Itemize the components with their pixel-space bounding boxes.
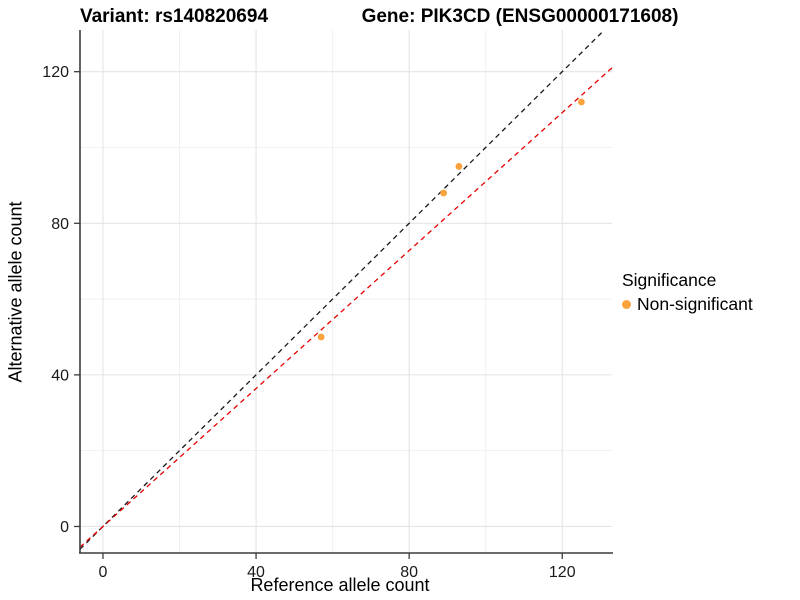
- reference-line-fit: [79, 67, 613, 548]
- data-point: [455, 163, 463, 170]
- data-point: [577, 98, 585, 106]
- x-tick-label: 40: [247, 564, 265, 581]
- legend-title: Significance: [622, 270, 717, 290]
- y-tick-label: 40: [51, 367, 69, 384]
- x-tick-label: 120: [549, 564, 576, 581]
- plot-title-gene: Gene: PIK3CD (ENSG00000171608): [361, 6, 679, 27]
- y-tick-label: 0: [60, 519, 69, 536]
- plot-title-variant: Variant: rs140820694: [79, 6, 269, 27]
- data-point: [317, 333, 325, 341]
- x-tick-label: 0: [99, 564, 108, 581]
- legend-point-icon: [622, 300, 631, 309]
- x-tick-label: 80: [400, 564, 418, 581]
- x-axis-title: Reference allele count: [250, 575, 430, 595]
- y-tick-label: 80: [51, 216, 69, 233]
- y-tick-label: 120: [42, 64, 69, 81]
- legend: Significance Non-significant: [622, 270, 753, 315]
- legend-item-non-significant: Non-significant: [622, 294, 753, 315]
- data-point: [440, 189, 447, 197]
- legend-item-label: Non-significant: [637, 294, 753, 314]
- y-axis-title: Alternative allele count: [5, 201, 26, 383]
- reference-line-identity: [79, 29, 605, 550]
